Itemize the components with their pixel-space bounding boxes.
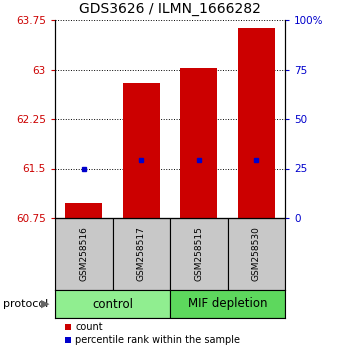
Bar <box>227 218 285 290</box>
Text: GSM258530: GSM258530 <box>252 227 261 281</box>
Text: protocol: protocol <box>3 299 49 309</box>
Text: GSM258517: GSM258517 <box>137 227 146 281</box>
Text: control: control <box>92 297 133 310</box>
Text: ▶: ▶ <box>41 299 50 309</box>
Title: GDS3626 / ILMN_1666282: GDS3626 / ILMN_1666282 <box>79 2 261 16</box>
Bar <box>238 28 275 218</box>
Bar <box>180 68 218 218</box>
Bar <box>65 204 102 218</box>
Text: GSM258515: GSM258515 <box>194 227 203 281</box>
Bar <box>55 290 170 318</box>
Bar <box>55 218 113 290</box>
Text: MIF depletion: MIF depletion <box>188 297 267 310</box>
Bar <box>113 218 170 290</box>
Text: GSM258516: GSM258516 <box>79 227 88 281</box>
Bar <box>122 83 160 218</box>
Legend: count, percentile rank within the sample: count, percentile rank within the sample <box>60 319 244 349</box>
Bar <box>170 218 227 290</box>
Bar <box>170 290 285 318</box>
